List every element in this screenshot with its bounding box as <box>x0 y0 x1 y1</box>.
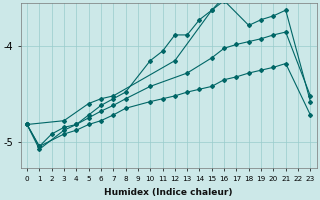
X-axis label: Humidex (Indice chaleur): Humidex (Indice chaleur) <box>104 188 233 197</box>
